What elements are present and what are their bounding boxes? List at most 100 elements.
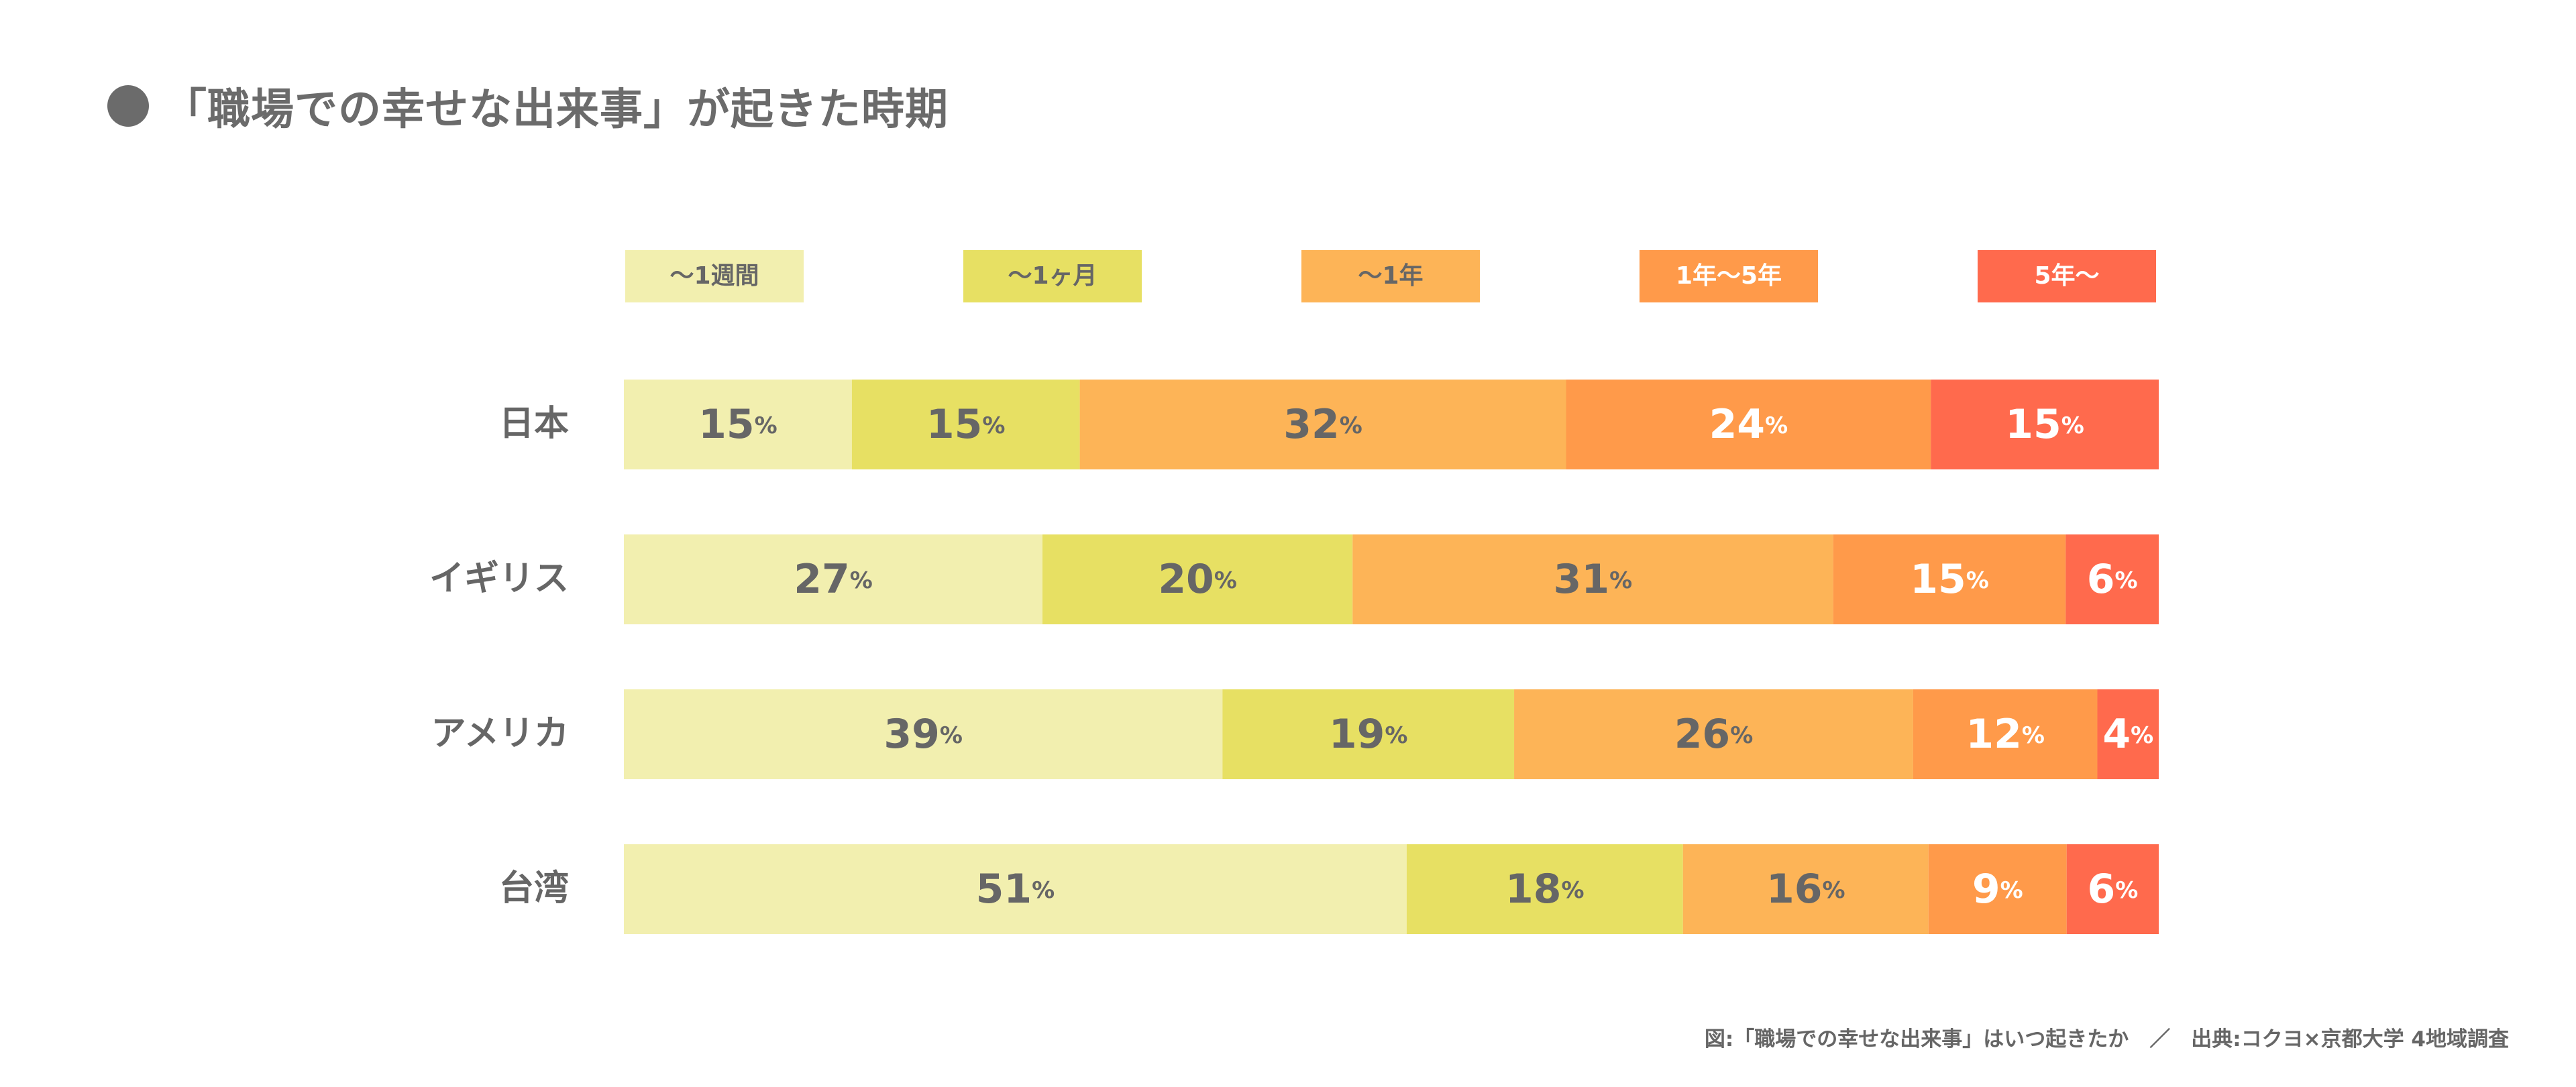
data-label: 18%: [1505, 866, 1585, 913]
legend-swatch: [1978, 250, 2156, 302]
data-label: 4%: [2102, 711, 2153, 758]
bar-segment: [1566, 380, 1931, 469]
data-label-value: 24: [1709, 401, 1766, 448]
data-label-value: 32: [1283, 401, 1340, 448]
data-label-value: 12: [1966, 711, 2022, 758]
legend-swatch: [1640, 250, 1818, 302]
data-label: 20%: [1158, 556, 1237, 603]
data-label-value: 27: [794, 556, 850, 603]
data-label-value: 19: [1329, 711, 1385, 758]
data-label: 15%: [926, 401, 1006, 448]
legend-label: 1年〜5年: [1676, 262, 1782, 290]
data-label-value: 18: [1505, 866, 1562, 913]
legend-label: 〜1年: [1358, 262, 1423, 290]
data-label: 31%: [1554, 556, 1633, 603]
data-label-unit: %: [1562, 877, 1585, 904]
category-label: 日本: [499, 404, 569, 444]
data-label: 19%: [1329, 711, 1408, 758]
data-label-unit: %: [940, 722, 963, 749]
category-label: アメリカ: [431, 713, 569, 754]
data-label: 27%: [794, 556, 873, 603]
legend-item-4: 1年〜5年: [1640, 250, 1818, 302]
bar-segment: [1833, 534, 2066, 624]
data-label-unit: %: [2115, 567, 2138, 594]
data-label-value: 15: [1910, 556, 1966, 603]
bar-segment: [1928, 844, 2067, 934]
bar-segment: [1931, 380, 2159, 469]
data-label-unit: %: [2061, 412, 2084, 439]
data-label-unit: %: [1385, 722, 1407, 749]
data-label: 15%: [2005, 401, 2084, 448]
data-label-unit: %: [1340, 412, 1362, 439]
data-label-value: 16: [1766, 866, 1823, 913]
category-label: イギリス: [429, 559, 569, 599]
legend-swatch: [1301, 250, 1480, 302]
data-label-unit: %: [1609, 567, 1632, 594]
data-label-value: 9: [1972, 866, 2000, 913]
data-label-value: 6: [2087, 866, 2115, 913]
data-label: 51%: [976, 866, 1055, 913]
bar-segment: [624, 380, 852, 469]
data-label: 15%: [698, 401, 777, 448]
data-label: 9%: [1972, 866, 2023, 913]
title-bullet-icon: [107, 85, 149, 127]
bar-segment: [1352, 534, 1833, 624]
bar-segment: [624, 534, 1042, 624]
data-label-unit: %: [755, 412, 777, 439]
data-label-unit: %: [2022, 722, 2045, 749]
data-label-value: 20: [1158, 556, 1214, 603]
data-label-value: 51: [976, 866, 1032, 913]
legend-label: 5年〜: [2034, 262, 2099, 290]
data-label-unit: %: [2131, 722, 2153, 749]
data-label-unit: %: [1765, 412, 1788, 439]
legend-item-2: 〜1ヶ月: [963, 250, 1142, 302]
data-label: 24%: [1709, 401, 1788, 448]
data-label-unit: %: [1730, 722, 1753, 749]
data-label-value: 39: [883, 711, 940, 758]
data-label-value: 4: [2102, 711, 2131, 758]
data-label: 6%: [2087, 556, 2138, 603]
data-label-value: 26: [1674, 711, 1731, 758]
bar-segment: [851, 380, 1080, 469]
data-label-unit: %: [1214, 567, 1237, 594]
bar-segment: [1682, 844, 1929, 934]
bar-segment: [1514, 689, 1913, 779]
bar-segment: [1913, 689, 2098, 779]
legend-swatch: [625, 250, 804, 302]
data-label-unit: %: [1032, 877, 1055, 904]
data-label: 39%: [883, 711, 963, 758]
data-label: 12%: [1966, 711, 2045, 758]
category-label: 台湾: [499, 868, 569, 909]
legend-item-3: 〜1年: [1301, 250, 1480, 302]
bar-segment: [1079, 380, 1566, 469]
bar-segment: [624, 689, 1223, 779]
legend-swatch: [963, 250, 1142, 302]
bar-segment: [2097, 689, 2159, 779]
legend-item-1: 〜1週間: [625, 250, 804, 302]
data-label-unit: %: [2000, 877, 2023, 904]
legend-label: 〜1週間: [669, 262, 759, 290]
bar-segment: [1042, 534, 1353, 624]
data-label-value: 31: [1554, 556, 1610, 603]
data-label: 16%: [1766, 866, 1845, 913]
chart-title-group: 「職場での幸せな出来事」が起きた時期: [107, 75, 949, 137]
data-label-value: 15: [926, 401, 983, 448]
data-label-unit: %: [2115, 877, 2138, 904]
data-label-unit: %: [1966, 567, 1989, 594]
bar-segment: [1222, 689, 1515, 779]
data-label: 32%: [1283, 401, 1362, 448]
bar-segment: [2066, 844, 2159, 934]
data-label: 15%: [1910, 556, 1989, 603]
legend-label: 〜1ヶ月: [1008, 262, 1097, 290]
chart-title: 「職場での幸せな出来事」が起きた時期: [164, 85, 949, 135]
data-label: 6%: [2087, 866, 2138, 913]
data-label-value: 15: [698, 401, 755, 448]
bar-segment: [2065, 534, 2159, 624]
bar-segment: [624, 844, 1407, 934]
source-note: 図:「職場での幸せな出来事」はいつ起きたか ／ 出典:コクヨ×京都大学 4地域調…: [1704, 1027, 2509, 1051]
data-label-unit: %: [850, 567, 873, 594]
data-label-value: 6: [2087, 556, 2115, 603]
data-label-unit: %: [1822, 877, 1845, 904]
data-label: 26%: [1674, 711, 1754, 758]
